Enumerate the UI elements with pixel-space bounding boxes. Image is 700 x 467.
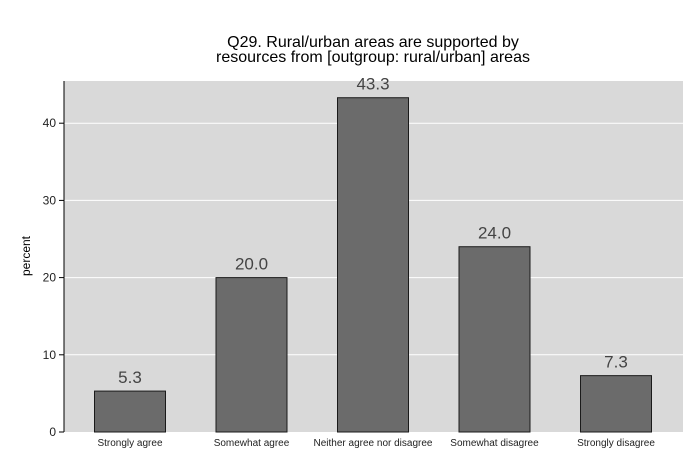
data-labels: 5.3 20.0 43.3 24.0 7.3 xyxy=(118,75,628,387)
data-label: 24.0 xyxy=(478,224,511,243)
data-label: 43.3 xyxy=(356,75,389,94)
bar xyxy=(94,390,166,433)
bar xyxy=(215,277,288,433)
y-tick-label: 40 xyxy=(43,116,57,130)
chart-title-line-2: resources from [outgroup: rural/urban] a… xyxy=(216,49,530,66)
x-category-label: Neither agree nor disagree xyxy=(314,438,433,449)
x-axis-labels: Strongly agree Somewhat agree Neither agre… xyxy=(97,438,655,449)
y-axis-title: percent xyxy=(19,235,33,276)
y-tick-label: 0 xyxy=(49,425,56,439)
bar xyxy=(337,97,409,433)
y-tick-label: 10 xyxy=(43,348,57,362)
bar xyxy=(580,375,652,433)
x-category-label: Strongly disagree xyxy=(577,438,655,449)
data-label: 7.3 xyxy=(604,353,628,372)
y-tick-label: 20 xyxy=(43,271,57,285)
data-label: 5.3 xyxy=(118,368,142,387)
y-axis-ticks: 0 10 20 30 40 xyxy=(43,116,64,439)
data-label: 20.0 xyxy=(235,255,268,274)
y-tick-label: 30 xyxy=(43,193,57,207)
bar xyxy=(458,246,531,433)
x-category-label: Strongly agree xyxy=(97,438,162,449)
bars xyxy=(94,97,652,433)
x-category-label: Somewhat disagree xyxy=(450,438,539,449)
x-category-label: Somewhat agree xyxy=(214,438,290,449)
chart-title-line-1: Q29. Rural/urban areas are supported by xyxy=(227,34,519,51)
